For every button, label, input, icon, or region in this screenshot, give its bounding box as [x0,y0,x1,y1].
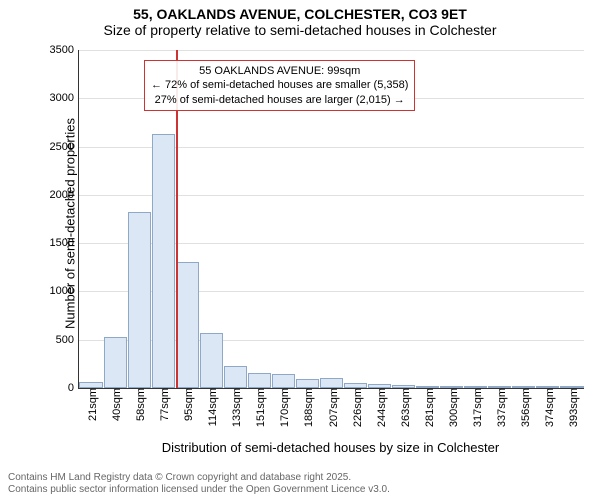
footer-line-2: Contains public sector information licen… [8,484,390,496]
x-tick-label: 21sqm [83,388,99,421]
footer-line-1: Contains HM Land Registry data © Crown c… [8,472,390,484]
x-tick-label: 300sqm [444,388,460,427]
y-tick-label: 0 [68,382,79,394]
x-tick-label: 188sqm [299,388,315,427]
x-tick-label: 226sqm [348,388,364,427]
title-line-1: 55, OAKLANDS AVENUE, COLCHESTER, CO3 9ET [0,6,600,22]
x-tick-label: 95sqm [179,388,195,421]
title-line-2: Size of property relative to semi-detach… [0,22,600,38]
y-tick-label: 3500 [50,44,79,56]
histogram-bar [224,366,247,388]
x-tick-label: 151sqm [251,388,267,427]
callout-line1: 55 OAKLANDS AVENUE: 99sqm [151,64,408,78]
x-tick-label: 207sqm [324,388,340,427]
histogram-bar [248,373,271,388]
x-tick-label: 263sqm [396,388,412,427]
x-tick-label: 317sqm [468,388,484,427]
histogram-bar [104,337,127,388]
x-axis-label: Distribution of semi-detached houses by … [78,440,583,455]
histogram-bar [200,333,223,388]
histogram-bar [128,212,151,388]
x-tick-label: 337sqm [492,388,508,427]
histogram-bar [320,378,343,388]
plot-area: 050010001500200025003000350021sqm40sqm58… [78,50,584,389]
x-tick-label: 170sqm [275,388,291,427]
y-axis-label: Number of semi-detached properties [63,74,78,374]
histogram-bar [176,262,199,388]
footer-attribution: Contains HM Land Registry data © Crown c… [8,472,390,496]
chart-title: 55, OAKLANDS AVENUE, COLCHESTER, CO3 9ET… [0,0,600,38]
x-tick-label: 393sqm [564,388,580,427]
callout-box: 55 OAKLANDS AVENUE: 99sqm← 72% of semi-d… [144,60,415,111]
callout-line2: ← 72% of semi-detached houses are smalle… [151,78,408,92]
x-tick-label: 58sqm [131,388,147,421]
x-tick-label: 40sqm [107,388,123,421]
histogram-bar [296,379,319,388]
callout-line3: 27% of semi-detached houses are larger (… [151,93,408,107]
x-tick-label: 114sqm [203,388,219,426]
x-tick-label: 133sqm [227,388,243,427]
chart-container: 55, OAKLANDS AVENUE, COLCHESTER, CO3 9ET… [0,0,600,500]
histogram-bar [152,134,175,388]
x-tick-label: 77sqm [155,388,171,421]
x-tick-label: 281sqm [420,388,436,427]
gridline [79,50,584,51]
x-tick-label: 244sqm [372,388,388,427]
x-tick-label: 356sqm [516,388,532,427]
x-tick-label: 374sqm [540,388,556,427]
histogram-bar [272,374,295,388]
